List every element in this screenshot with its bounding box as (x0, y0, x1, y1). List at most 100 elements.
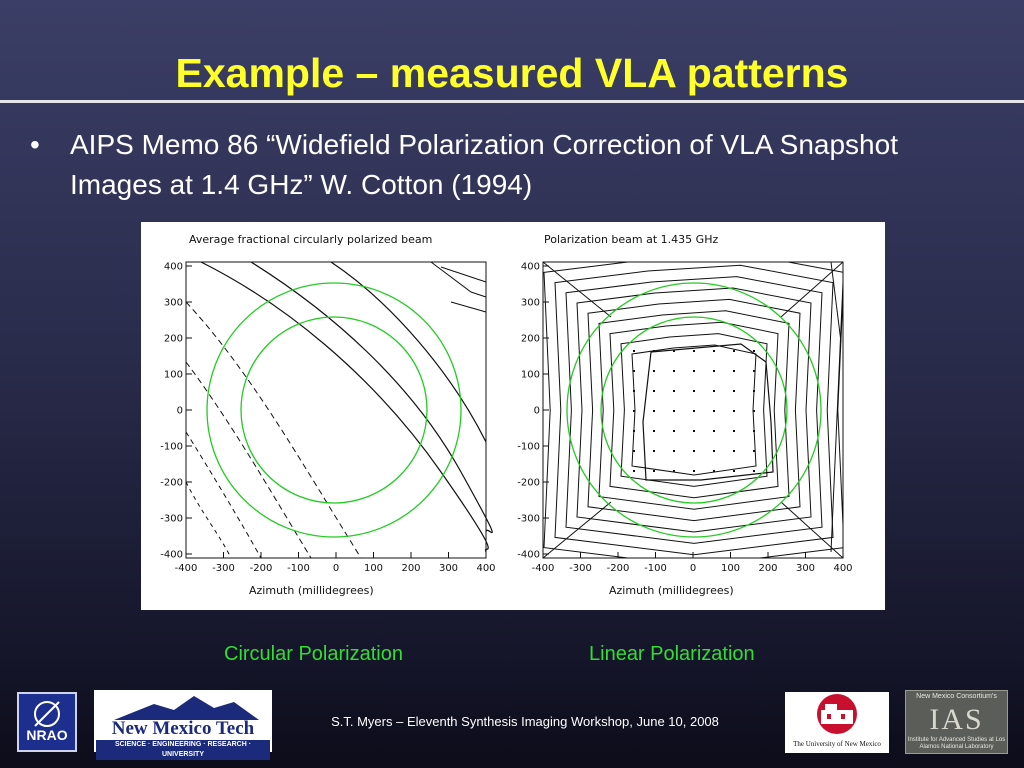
ias-logo-mark: IAS (929, 703, 984, 736)
right-grid-dot (713, 390, 715, 392)
left-ytick-label: 300 (164, 298, 183, 309)
title-divider (0, 100, 1024, 103)
right-xtick-label: 0 (690, 563, 696, 574)
right-grid-dot (733, 450, 735, 452)
nrao-emblem-icon (34, 701, 60, 727)
nmt-logo-name: New Mexico Tech (111, 718, 255, 739)
right-xtick-label: 200 (758, 563, 777, 574)
beam-pattern-figure: Average fractional circularly polarized … (141, 222, 885, 610)
unm-logo: The University of New Mexico (785, 692, 889, 753)
right-grid-dot (653, 370, 655, 372)
right-ytick-label: 0 (534, 406, 540, 417)
right-contour-ring (620, 333, 768, 487)
left-ytick-label: -400 (160, 550, 183, 561)
right-ytick-label: 400 (521, 262, 540, 273)
ias-logo-subtitle: Institute for Advanced Studies at Los Al… (907, 737, 1006, 750)
right-ytick-label: -200 (517, 478, 540, 489)
right-xtick-label: -200 (607, 563, 630, 574)
right-ytick-label: -300 (517, 514, 540, 525)
right-grid-dot (673, 350, 675, 352)
right-grid-dot (673, 390, 675, 392)
left-outer-circle (206, 282, 462, 538)
left-contour-3 (330, 261, 487, 443)
right-grid-dot (653, 430, 655, 432)
right-inner-circle (600, 316, 788, 504)
right-grid-dot (633, 450, 635, 452)
right-grid-dot (753, 450, 755, 452)
caption-linear: Linear Polarization (589, 643, 755, 665)
left-xtick-label: -100 (287, 563, 310, 574)
left-contour-2 (250, 261, 493, 534)
right-xtick-label: -300 (569, 563, 592, 574)
right-contour-ray (830, 281, 843, 553)
left-contour-dash-2 (185, 361, 312, 559)
right-grid-dot (713, 470, 715, 472)
right-grid-dot (693, 470, 695, 472)
left-contour-corner (430, 261, 487, 313)
figure-svg: Average fractional circularly polarized … (160, 233, 853, 597)
ias-logo-top: New Mexico Consortium's (916, 693, 997, 700)
right-contour-ray (780, 262, 843, 318)
right-grid-dot (673, 430, 675, 432)
right-contour-ring (543, 262, 843, 558)
right-grid-dot (673, 450, 675, 452)
right-grid-dot (653, 410, 655, 412)
right-grid-dot (693, 430, 695, 432)
right-grid-dot (733, 410, 735, 412)
right-contour-ray (830, 262, 842, 343)
bullet-symbol: • (30, 129, 40, 160)
right-plot-title: Polarization beam at 1.435 GHz (544, 233, 718, 246)
right-grid-dot (633, 410, 635, 412)
left-plot: 400 300 200 100 0 -100 -200 -300 -400 -400 -300 -2… (160, 261, 496, 574)
right-contour-ring (631, 344, 757, 476)
right-contour-ray (543, 262, 612, 318)
left-plot-title: Average fractional circularly polarized … (189, 233, 432, 246)
right-grid-dot (733, 350, 735, 352)
left-xtick-label: 0 (333, 563, 339, 574)
right-grid-dot (713, 430, 715, 432)
right-grid-dot (753, 430, 755, 432)
right-grid-dot (673, 410, 675, 412)
right-grid-dot (633, 350, 635, 352)
right-contour-ring (609, 321, 779, 499)
left-inner-circle (240, 316, 428, 504)
right-contour-ray (543, 501, 612, 558)
right-grid-dot (753, 370, 755, 372)
left-contour-dash-4 (185, 481, 232, 559)
right-plot: 400 300 200 100 0 -100 -200 -300 -400 -400 -300 -2… (517, 261, 853, 574)
caption-circular: Circular Polarization (224, 643, 403, 665)
right-contour-ring (587, 298, 801, 522)
left-plot-frame (185, 261, 487, 559)
right-ytick-label: -400 (517, 550, 540, 561)
left-xtick-label: 300 (439, 563, 458, 574)
right-grid-dot (693, 390, 695, 392)
left-ytick-label: 100 (164, 370, 183, 381)
right-grid-dot (713, 410, 715, 412)
slide-title: Example – measured VLA patterns (175, 50, 849, 96)
left-ytick-label: -200 (160, 478, 183, 489)
left-contour-1 (200, 261, 489, 553)
left-ytick-label: 400 (164, 262, 183, 273)
right-grid-dot (633, 430, 635, 432)
right-contour-ring (598, 310, 790, 510)
right-grid-dot (733, 370, 735, 372)
right-grid-dot (633, 370, 635, 372)
slide-footer: S.T. Myers – Eleventh Synthesis Imaging … (331, 714, 719, 729)
left-contour-dash-3 (185, 431, 262, 559)
right-ytick-label: 100 (521, 370, 540, 381)
nrao-logo-text: NRAO (26, 727, 68, 743)
right-grid-dot (653, 350, 655, 352)
left-xlabel: Azimuth (millidegrees) (249, 584, 374, 597)
right-ytick-label: 200 (521, 334, 540, 345)
right-grid-dot (733, 390, 735, 392)
right-xtick-label: 300 (796, 563, 815, 574)
ias-logo: New Mexico Consortium's IAS Institute fo… (905, 690, 1008, 754)
left-xtick-label: -300 (212, 563, 235, 574)
right-grid-dot (653, 450, 655, 452)
unm-logo-name: The University of New Mexico (793, 740, 881, 748)
right-grid-dot (693, 450, 695, 452)
right-grid-dot (633, 390, 635, 392)
right-grid-dot (733, 430, 735, 432)
right-grid-dot (693, 410, 695, 412)
right-xtick-label: 400 (833, 563, 852, 574)
